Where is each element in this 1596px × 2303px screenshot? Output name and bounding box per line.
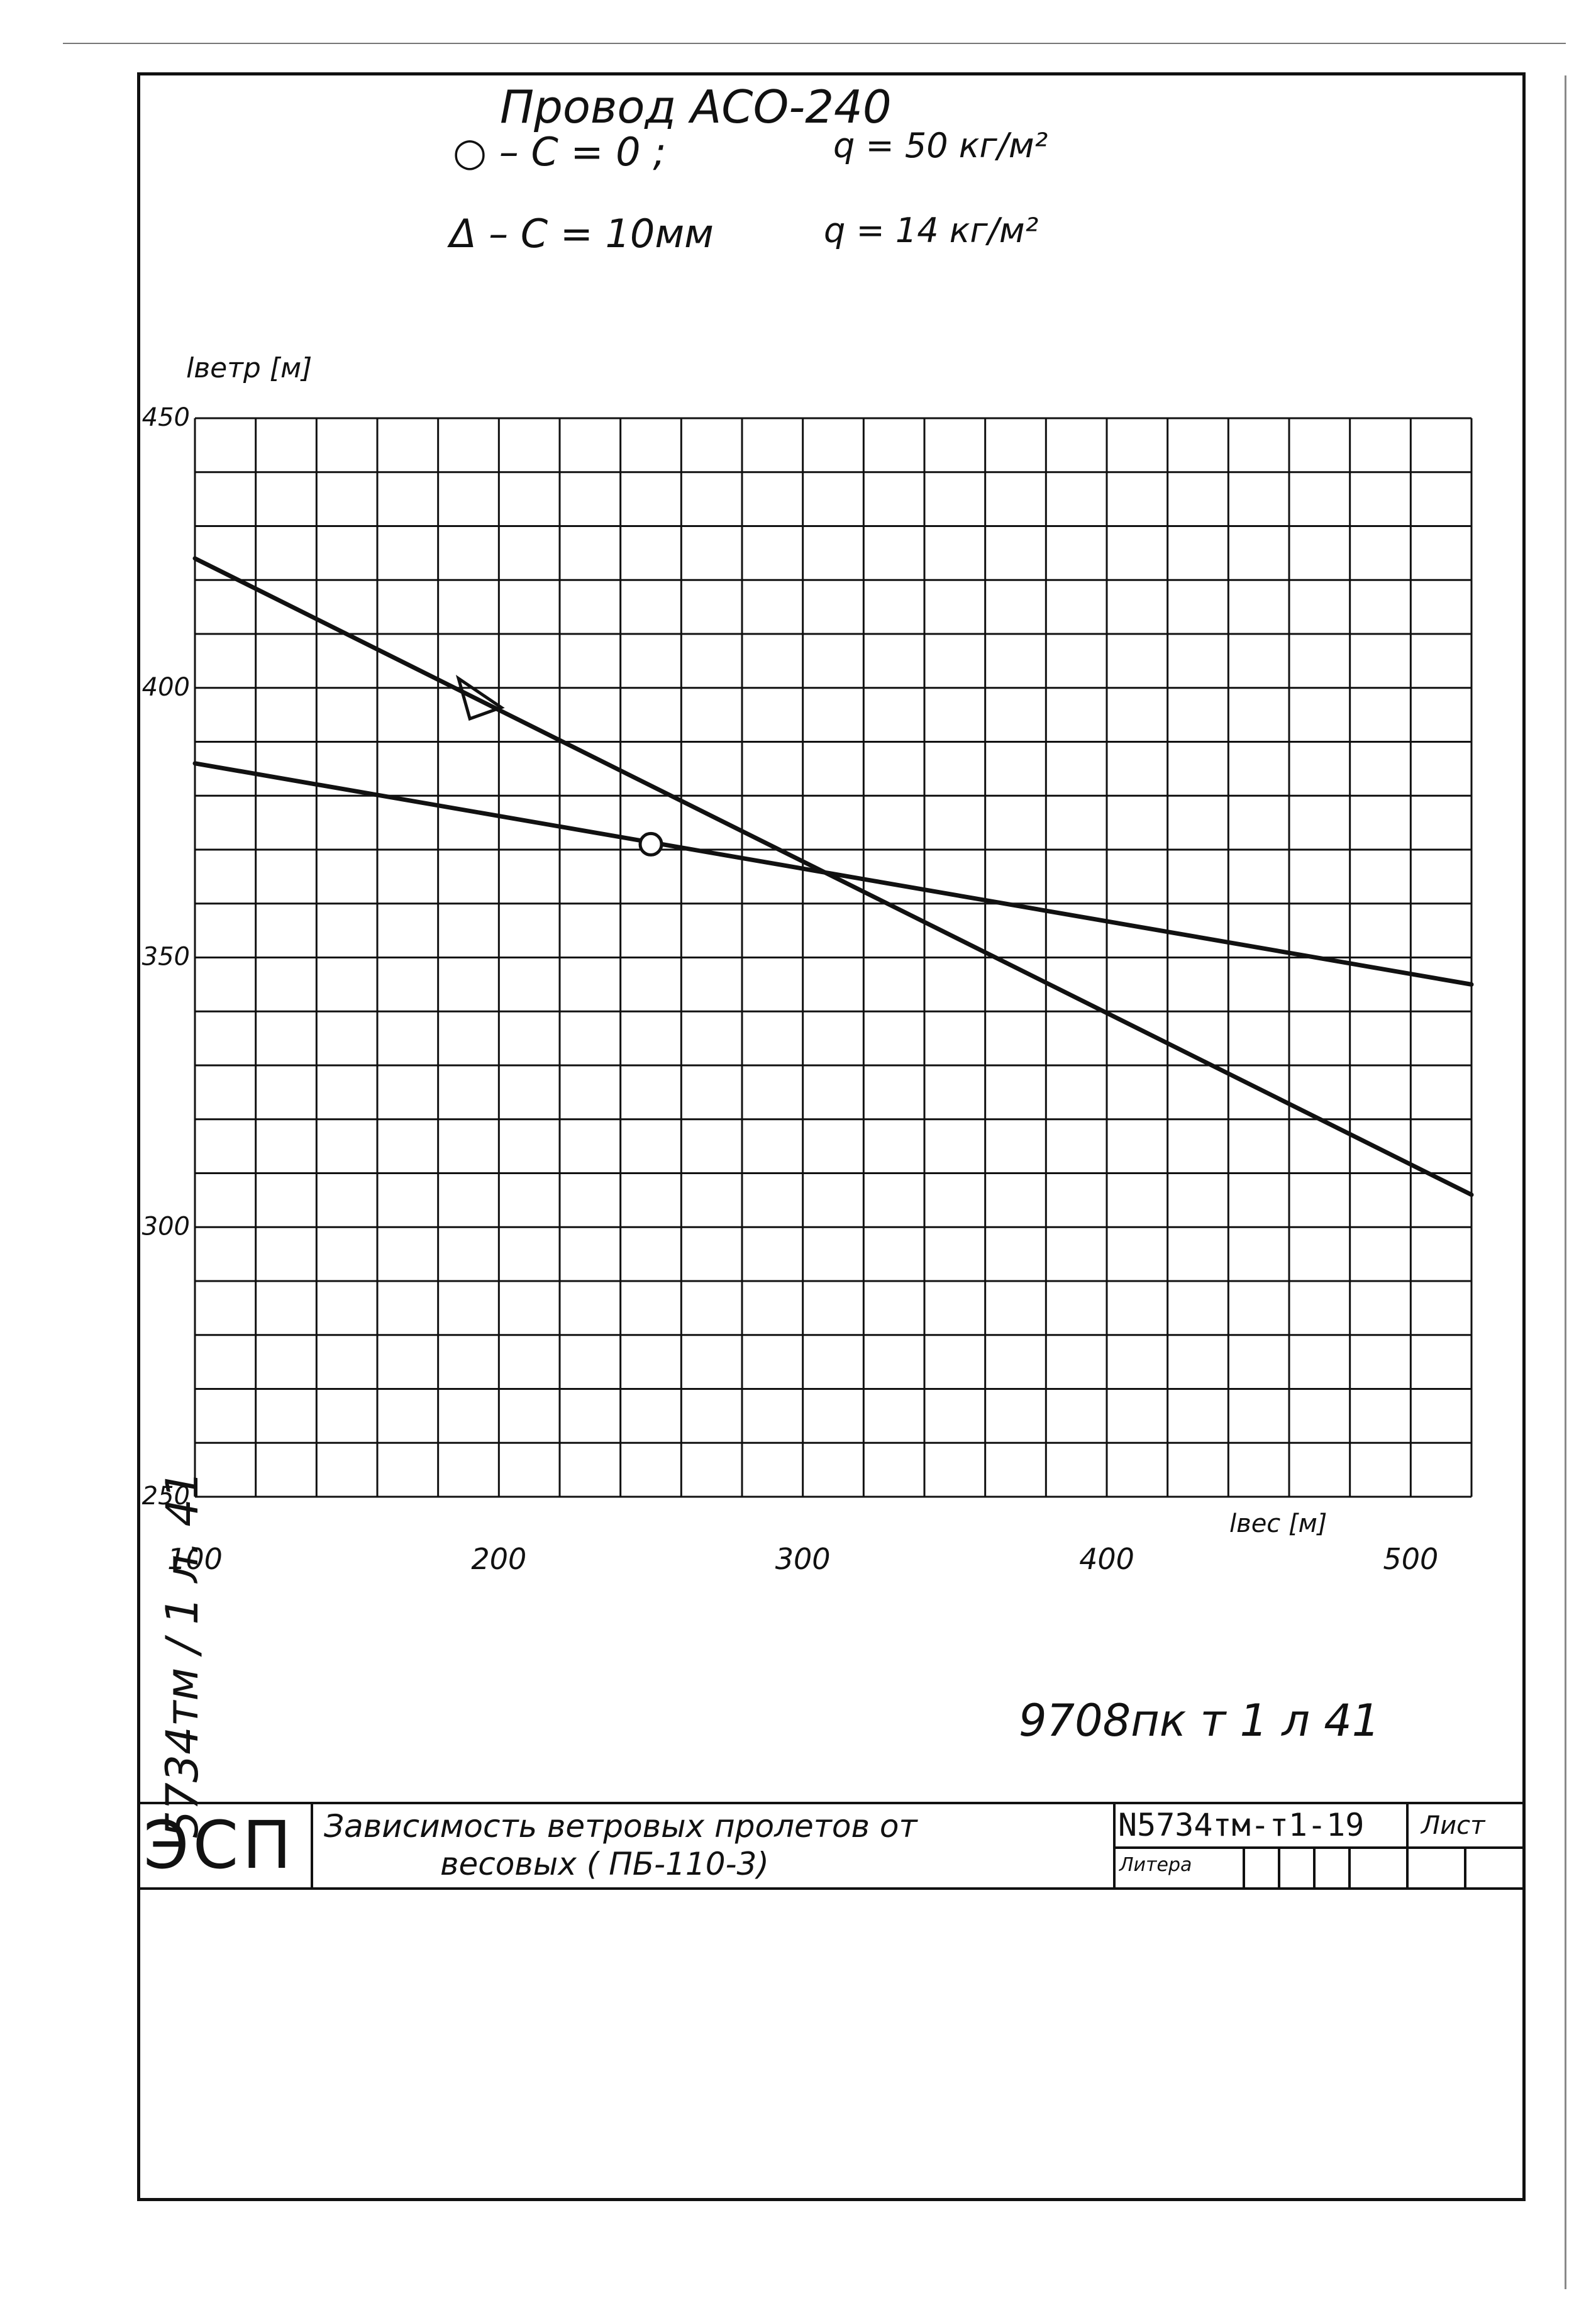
title-block-litera-box-3 (1313, 1846, 1351, 1890)
title-block-doc-number: N5734тм-т1-19 (1118, 1807, 1365, 1843)
title-block-sheet-label: Лист (1421, 1811, 1485, 1840)
title-block-org-cell (137, 1802, 313, 1890)
series-line-triangle (192, 556, 1474, 1197)
top-border-line (63, 43, 1566, 44)
legend-item-triangle-label: Δ – C = 10мм (450, 211, 714, 257)
right-border-line (1565, 75, 1566, 2289)
y-tick-label-300: 300 (142, 1212, 190, 1241)
title-block-org: ЭСП (143, 1807, 296, 1884)
y-tick-label-350: 350 (142, 943, 190, 972)
drawing-frame (137, 72, 1526, 2201)
y-axis-label: lветр [м] (186, 352, 313, 384)
y-tick-label-450: 450 (142, 403, 190, 432)
chart-ticks: 100 200 300 400 500 250 300 350 400 450 (142, 403, 1439, 1576)
y-tick-label-400: 400 (142, 673, 190, 702)
series-line-circle (192, 761, 1474, 987)
x-tick-label-100: 100 (167, 1542, 223, 1576)
title-block-litera-box-6 (1464, 1846, 1526, 1890)
triangle-marker (455, 675, 505, 721)
legend-item-circle-load: q = 50 кг/м² (833, 126, 1048, 165)
chart-title: Провод АСО-240 (500, 80, 892, 133)
x-axis-label: lвес [м] (1229, 1509, 1327, 1538)
bottom-note: 9708пк т 1 л 41 (1019, 1695, 1380, 1746)
x-tick-label-500: 500 (1383, 1542, 1438, 1576)
chart-grid (194, 417, 1473, 1498)
title-block-title-line2: весовых ( ПБ-110-3) (440, 1846, 769, 1882)
title-block-title-line1: Зависимость ветровых пролетов от (324, 1808, 917, 1845)
legend-item-circle-label: ○ – C = 0 ; (453, 129, 667, 175)
title-block-litera-box-1 (1243, 1846, 1280, 1890)
legend-item-triangle-load: q = 14 кг/м² (824, 211, 1039, 250)
chart-series (192, 556, 1474, 1197)
title-block-litera-box-2 (1278, 1846, 1316, 1890)
y-tick-label-250: 250 (142, 1482, 190, 1511)
circle-marker (638, 831, 663, 857)
title-block-litera-box-4 (1348, 1846, 1409, 1890)
x-tick-label-300: 300 (775, 1542, 831, 1576)
title-block-litera-box-5 (1406, 1846, 1466, 1890)
x-tick-label-200: 200 (471, 1542, 526, 1576)
x-tick-label-400: 400 (1079, 1542, 1134, 1576)
title-block-litera-label: Литера (1119, 1854, 1192, 1876)
